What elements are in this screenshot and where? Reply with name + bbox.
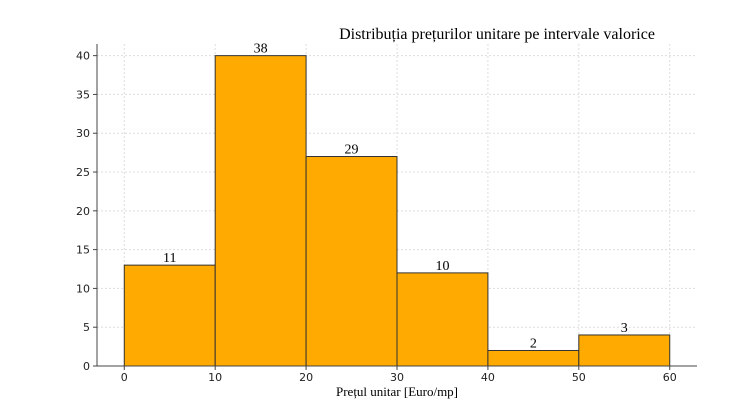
histogram-bar <box>578 334 671 367</box>
y-tick-label: 25 <box>76 166 90 179</box>
bar-data-label: 38 <box>254 42 268 57</box>
bar-data-label: 3 <box>621 321 628 336</box>
y-tick-label: 30 <box>76 127 90 140</box>
histogram-bar <box>123 264 216 367</box>
x-tick-label: 40 <box>481 371 495 384</box>
y-tick-label: 20 <box>76 205 90 218</box>
x-tick-label: 0 <box>121 371 128 384</box>
histogram-bar <box>305 156 398 367</box>
y-tick-label: 0 <box>83 360 90 373</box>
y-tick-label: 40 <box>76 50 90 63</box>
x-tick-label: 50 <box>572 371 586 384</box>
y-tick-label: 35 <box>76 88 90 101</box>
axes: 0 10 20 30 40 50 60 0 5 10 15 20 25 30 35 40 <box>76 44 697 384</box>
chart-title: Distribuția prețurilor unitare pe interv… <box>339 26 655 43</box>
histogram-bar <box>396 272 489 367</box>
histogram-bar <box>487 349 580 367</box>
y-tick-label: 10 <box>76 282 90 295</box>
bar-data-label: 29 <box>345 143 359 158</box>
bar-data-label: 11 <box>163 251 176 266</box>
x-axis-label: Prețul unitar [Euro/mp] <box>336 384 458 399</box>
x-tick-label: 60 <box>663 371 677 384</box>
bar-data-label: 2 <box>530 336 537 351</box>
y-tick-label: 5 <box>83 321 90 334</box>
data-labels: 11 38 29 10 2 3 <box>163 42 628 352</box>
bar-data-label: 10 <box>435 259 449 274</box>
x-tick-label: 30 <box>390 371 404 384</box>
bars <box>123 55 671 367</box>
x-tick-label: 10 <box>208 371 222 384</box>
y-tick-label: 15 <box>76 244 90 257</box>
histogram-bar <box>214 55 307 367</box>
x-tick-label: 20 <box>299 371 313 384</box>
